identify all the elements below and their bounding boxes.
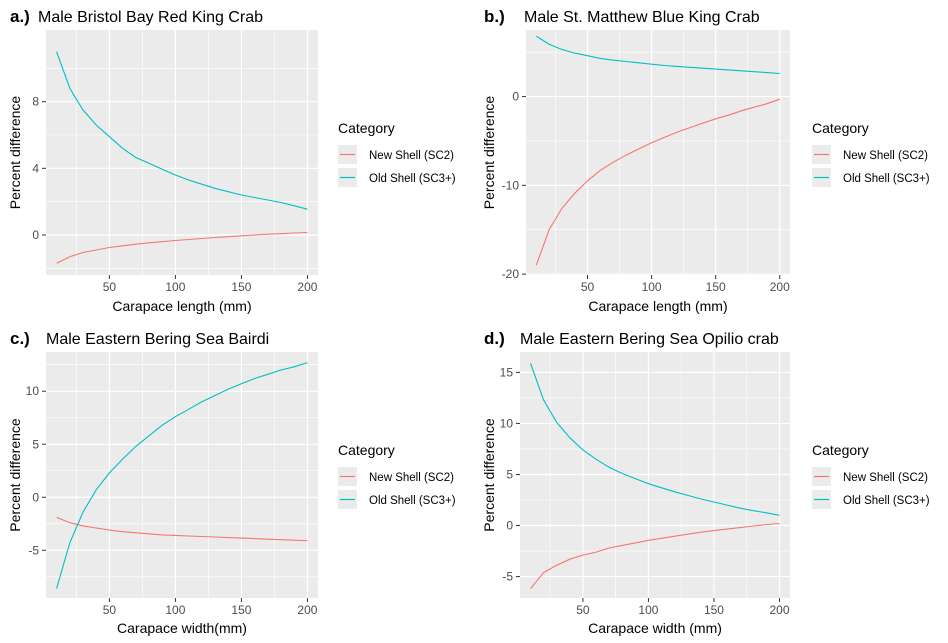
plot-background bbox=[46, 352, 318, 598]
y-tick-label: 0 bbox=[32, 228, 39, 242]
x-tick-label: 150 bbox=[704, 603, 724, 617]
legend: Category New Shell (SC2) Old Shell (SC3+) bbox=[812, 120, 930, 187]
chart-panel-2: 50 100 150 200 -20 -10 0 b.) Male St. Matthew Bl… bbox=[481, 7, 930, 314]
series-line-old-shell bbox=[536, 35, 780, 75]
chart-panel-1: 50 100 150 200 0 4 8 a.) Male Bristol Bay Red Ki… bbox=[7, 7, 456, 314]
chart-panel-3: 50 100 150 200 -5 0 5 10 c.) Male Eastern Bering … bbox=[7, 329, 456, 636]
legend-entry-label: Old Shell (SC3+) bbox=[843, 173, 930, 185]
legend-entry-label: New Shell (SC2) bbox=[369, 472, 454, 484]
series-line-old-shell bbox=[56, 51, 308, 210]
legend-entry-label: Old Shell (SC3+) bbox=[843, 495, 930, 507]
legend: Category New Shell (SC2) Old Shell (SC3+) bbox=[812, 442, 930, 509]
y-tick-label: 10 bbox=[26, 384, 40, 398]
y-axis-label: Percent difference bbox=[7, 96, 23, 210]
y-tick-label: 10 bbox=[500, 416, 514, 430]
y-tick-label: -5 bbox=[502, 570, 513, 584]
x-axis-label: Carapace width (mm) bbox=[588, 620, 722, 636]
x-axis-label: Carapace width(mm) bbox=[117, 620, 247, 636]
legend-entry-label: New Shell (SC2) bbox=[843, 472, 928, 484]
panel-tag: c.) bbox=[10, 329, 30, 348]
x-tick-label: 200 bbox=[297, 603, 317, 617]
y-tick-label: 0 bbox=[512, 90, 519, 104]
legend-entry-label: Old Shell (SC3+) bbox=[369, 495, 456, 507]
series-line-new-shell bbox=[56, 516, 308, 542]
x-tick-label: 50 bbox=[103, 280, 117, 294]
y-axis-label: Percent difference bbox=[7, 418, 23, 532]
series-line-new-shell bbox=[56, 231, 308, 264]
legend-entry-label: New Shell (SC2) bbox=[369, 150, 454, 162]
series-line-old-shell bbox=[529, 363, 780, 516]
chart-panel-4: 50 100 150 200 -5 0 5 10 15 d.) Male Eastern Berin… bbox=[481, 329, 930, 636]
series-line-old-shell bbox=[56, 362, 308, 589]
chart-title: Male Bristol Bay Red King Crab bbox=[38, 9, 263, 26]
legend-title: Category bbox=[338, 442, 395, 458]
legend-entry-label: New Shell (SC2) bbox=[843, 150, 928, 162]
y-tick-label: 4 bbox=[32, 161, 39, 175]
series-line-new-shell bbox=[535, 98, 780, 266]
y-tick-label: -5 bbox=[28, 543, 39, 557]
y-tick-label: 5 bbox=[32, 437, 39, 451]
y-tick-label: 0 bbox=[506, 519, 513, 533]
legend-title: Category bbox=[338, 120, 395, 136]
panel-tag: a.) bbox=[10, 7, 30, 26]
x-axis-label: Carapace length (mm) bbox=[588, 298, 727, 314]
panel-tag: d.) bbox=[484, 329, 505, 348]
chart-title: Male St. Matthew Blue King Crab bbox=[524, 9, 760, 26]
x-axis-label: Carapace length (mm) bbox=[112, 298, 251, 314]
plot-background bbox=[526, 30, 790, 275]
x-tick-label: 50 bbox=[576, 603, 590, 617]
x-tick-label: 150 bbox=[231, 280, 251, 294]
series-line-new-shell bbox=[530, 522, 780, 590]
y-tick-label: -20 bbox=[502, 267, 520, 281]
x-tick-label: 100 bbox=[165, 603, 185, 617]
legend-title: Category bbox=[812, 442, 869, 458]
x-tick-label: 100 bbox=[638, 603, 658, 617]
y-tick-label: 8 bbox=[32, 95, 39, 109]
x-tick-label: 200 bbox=[769, 603, 789, 617]
x-tick-label: 50 bbox=[581, 280, 595, 294]
panel-tag: b.) bbox=[484, 7, 505, 26]
legend: Category New Shell (SC2) Old Shell (SC3+) bbox=[338, 442, 456, 509]
x-tick-label: 150 bbox=[706, 280, 726, 294]
legend-entry-label: Old Shell (SC3+) bbox=[369, 173, 456, 185]
plot-background bbox=[46, 30, 318, 275]
y-tick-label: 5 bbox=[506, 467, 513, 481]
x-tick-label: 150 bbox=[231, 603, 251, 617]
y-tick-label: -10 bbox=[502, 178, 520, 192]
x-tick-label: 100 bbox=[165, 280, 185, 294]
legend: Category New Shell (SC2) Old Shell (SC3+) bbox=[338, 120, 456, 187]
y-tick-label: 15 bbox=[500, 365, 514, 379]
legend-title: Category bbox=[812, 120, 869, 136]
x-tick-label: 200 bbox=[770, 280, 790, 294]
x-tick-label: 50 bbox=[103, 603, 117, 617]
y-tick-label: 0 bbox=[32, 490, 39, 504]
chart-title: Male Eastern Bering Sea Bairdi bbox=[46, 331, 269, 348]
y-axis-label: Percent difference bbox=[481, 96, 497, 210]
x-tick-label: 100 bbox=[642, 280, 662, 294]
chart-title: Male Eastern Bering Sea Opilio crab bbox=[520, 331, 779, 348]
y-axis-label: Percent difference bbox=[481, 418, 497, 532]
x-tick-label: 200 bbox=[297, 280, 317, 294]
